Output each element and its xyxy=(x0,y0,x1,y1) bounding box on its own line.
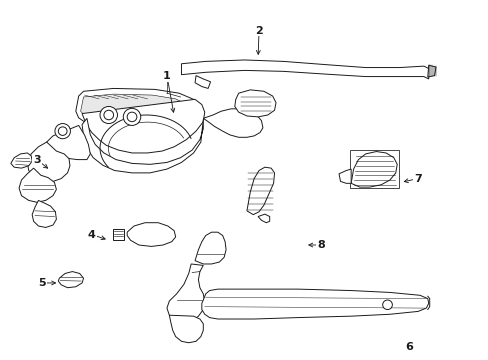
Polygon shape xyxy=(427,65,435,77)
Circle shape xyxy=(382,300,391,310)
Text: 1: 1 xyxy=(163,71,170,81)
Text: 3: 3 xyxy=(33,154,41,165)
Polygon shape xyxy=(195,76,210,89)
Circle shape xyxy=(103,110,113,120)
Circle shape xyxy=(100,107,117,123)
Text: 6: 6 xyxy=(405,342,412,352)
Text: 2: 2 xyxy=(255,26,263,36)
Polygon shape xyxy=(258,214,269,223)
Polygon shape xyxy=(169,315,203,343)
Circle shape xyxy=(123,108,141,125)
Polygon shape xyxy=(234,90,275,117)
Text: 5: 5 xyxy=(38,278,45,288)
Polygon shape xyxy=(203,109,263,137)
Circle shape xyxy=(58,127,67,135)
Polygon shape xyxy=(112,229,124,240)
Text: 8: 8 xyxy=(317,240,325,250)
Polygon shape xyxy=(27,142,70,181)
Polygon shape xyxy=(195,232,225,264)
Polygon shape xyxy=(246,167,274,215)
Polygon shape xyxy=(82,118,203,173)
Polygon shape xyxy=(76,89,200,127)
Polygon shape xyxy=(127,223,175,247)
Text: 4: 4 xyxy=(88,230,96,239)
Polygon shape xyxy=(166,264,204,322)
Polygon shape xyxy=(19,168,56,202)
Polygon shape xyxy=(202,289,428,319)
Polygon shape xyxy=(46,125,90,159)
Polygon shape xyxy=(58,271,83,288)
Polygon shape xyxy=(82,99,204,153)
Polygon shape xyxy=(350,152,396,187)
Text: 7: 7 xyxy=(413,174,421,184)
Polygon shape xyxy=(32,201,56,228)
Polygon shape xyxy=(338,169,350,183)
Polygon shape xyxy=(181,60,428,79)
Polygon shape xyxy=(11,153,32,168)
Polygon shape xyxy=(81,94,189,122)
Circle shape xyxy=(127,112,137,122)
Circle shape xyxy=(55,123,70,139)
